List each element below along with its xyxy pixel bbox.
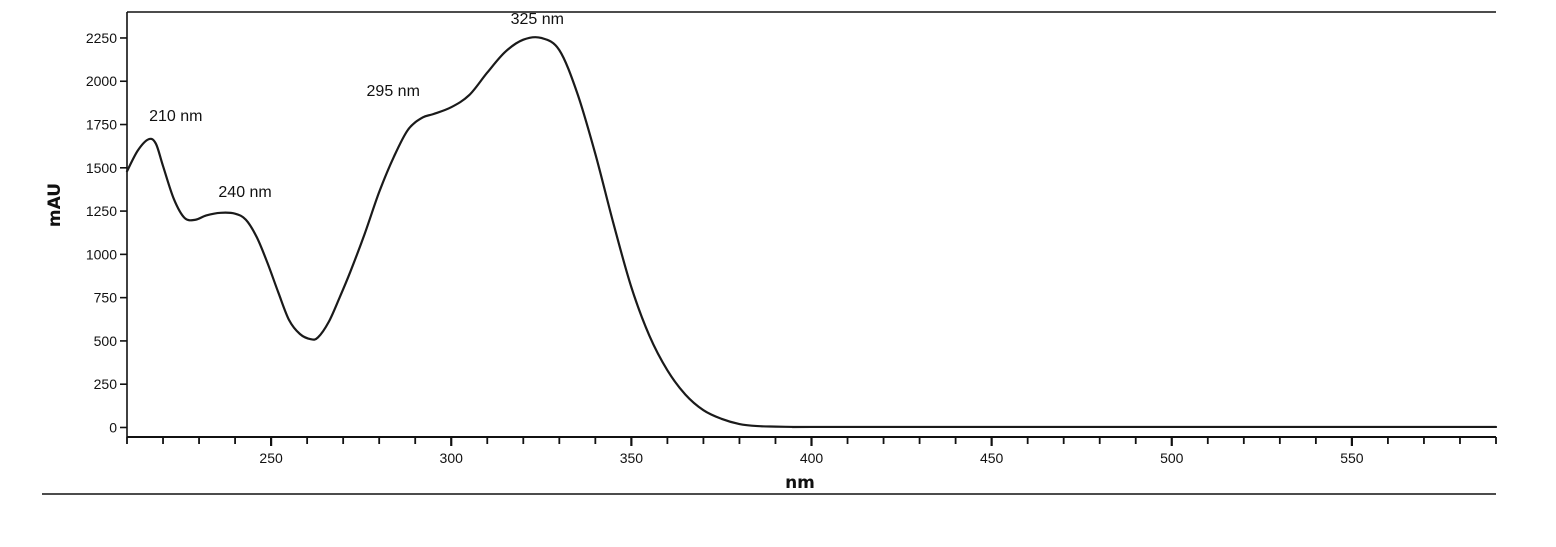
x-tick-label: 500 [1160, 450, 1184, 466]
y-axis-title: mAU [45, 183, 65, 227]
peak-label: 325 nm [511, 11, 564, 28]
peak-label: 210 nm [149, 108, 202, 125]
y-tick-label: 1000 [86, 246, 117, 262]
series-layer [125, 36, 1498, 429]
x-axis-title: nm [785, 473, 815, 493]
y-tick-label: 750 [94, 290, 118, 306]
x-tick-label: 550 [1340, 450, 1364, 466]
x-tick-label: 300 [440, 450, 464, 466]
y-tick-label: 2000 [86, 73, 117, 89]
axes [42, 11, 1496, 495]
y-tick-label: 1500 [86, 160, 117, 176]
x-tick-label: 450 [980, 450, 1004, 466]
y-tick-label: 2250 [86, 30, 117, 46]
x-tick-label: 400 [800, 450, 824, 466]
peak-label: 240 nm [218, 184, 271, 201]
y-axis-ticks: 0 250 500 750 1000 1250 1500 1750 2000 2250 [86, 30, 127, 435]
x-axis-ticks: 250 300 350 400 450 500 550 [126, 437, 1497, 466]
y-tick-label: 0 [109, 419, 117, 435]
spectrum-line [125, 36, 1498, 429]
x-tick-label: 350 [620, 450, 644, 466]
peak-label: 295 nm [367, 83, 420, 100]
y-tick-label: 1750 [86, 117, 117, 133]
y-tick-label: 250 [94, 376, 118, 392]
x-tick-label: 250 [259, 450, 283, 466]
y-tick-label: 500 [94, 333, 118, 349]
peak-annotations: 210 nm 240 nm 295 nm 325 nm [149, 11, 564, 201]
y-tick-label: 1250 [86, 203, 117, 219]
